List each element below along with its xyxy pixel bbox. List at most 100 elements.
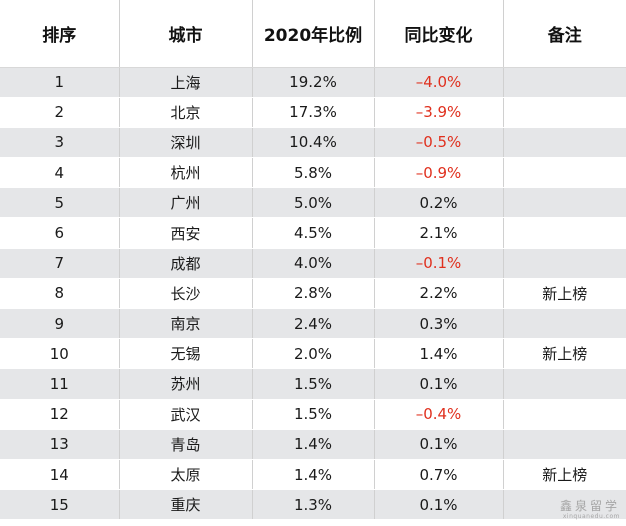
table-row: 8 长沙 2.8% 2.2% 新上榜 bbox=[0, 278, 626, 310]
cell-change: 0.3% bbox=[373, 308, 503, 340]
cell-city: 武汉 bbox=[118, 399, 252, 430]
cell-note: 新上榜 bbox=[502, 278, 626, 310]
cell-city: 重庆 bbox=[118, 489, 252, 521]
cell-rank: 12 bbox=[0, 399, 119, 430]
cell-note bbox=[502, 187, 626, 219]
cell-rank: 8 bbox=[0, 278, 119, 310]
cell-city: 无锡 bbox=[118, 338, 252, 370]
cell-change: 2.1% bbox=[373, 217, 503, 249]
cell-city: 深圳 bbox=[118, 127, 252, 159]
cell-change: –4.0% bbox=[373, 67, 503, 98]
cell-rank: 6 bbox=[0, 217, 119, 249]
cell-change: 1.4% bbox=[373, 338, 503, 370]
cell-note: 新上榜 bbox=[502, 338, 626, 370]
header-ratio-2020: 2020年比例 bbox=[251, 0, 374, 68]
table-row: 5 广州 5.0% 0.2% bbox=[0, 187, 626, 219]
cell-note bbox=[502, 97, 626, 128]
cell-ratio: 2.4% bbox=[251, 308, 374, 340]
cell-ratio: 5.8% bbox=[251, 157, 374, 189]
cell-city: 太原 bbox=[118, 459, 252, 491]
table-row: 11 苏州 1.5% 0.1% bbox=[0, 368, 626, 400]
header-yoy-change: 同比变化 bbox=[373, 0, 503, 68]
table-row: 12 武汉 1.5% –0.4% bbox=[0, 399, 626, 430]
cell-city: 南京 bbox=[118, 308, 252, 340]
table-row: 4 杭州 5.8% –0.9% bbox=[0, 157, 626, 189]
watermark-chinese: 鑫泉留学 bbox=[559, 499, 620, 513]
cell-note bbox=[502, 248, 626, 279]
cell-rank: 14 bbox=[0, 459, 119, 491]
table-row: 2 北京 17.3% –3.9% bbox=[0, 97, 626, 128]
cell-city: 广州 bbox=[118, 187, 252, 219]
watermark: 鑫泉留学 xinquanedu.com bbox=[516, 500, 620, 522]
cell-change: 0.1% bbox=[373, 489, 503, 521]
cell-rank: 15 bbox=[0, 489, 119, 521]
cell-change: –0.9% bbox=[373, 157, 503, 189]
cell-change: 0.2% bbox=[373, 187, 503, 219]
cell-note bbox=[502, 489, 626, 521]
cell-ratio: 1.3% bbox=[251, 489, 374, 521]
cell-note bbox=[502, 67, 626, 98]
cell-note bbox=[502, 429, 626, 460]
cell-note: 新上榜 bbox=[502, 459, 626, 491]
cell-note bbox=[502, 127, 626, 159]
cell-change: –3.9% bbox=[373, 97, 503, 128]
cell-rank: 3 bbox=[0, 127, 119, 159]
cell-change: 2.2% bbox=[373, 278, 503, 310]
cell-ratio: 5.0% bbox=[251, 187, 374, 219]
table-row: 3 深圳 10.4% –0.5% bbox=[0, 127, 626, 159]
cell-ratio: 10.4% bbox=[251, 127, 374, 159]
cell-ratio: 17.3% bbox=[251, 97, 374, 128]
cell-rank: 4 bbox=[0, 157, 119, 189]
header-rank: 排序 bbox=[0, 0, 119, 68]
table-row: 10 无锡 2.0% 1.4% 新上榜 bbox=[0, 338, 626, 370]
cell-note bbox=[502, 308, 626, 340]
cell-ratio: 2.8% bbox=[251, 278, 374, 310]
table-row: 1 上海 19.2% –4.0% bbox=[0, 67, 626, 98]
cell-city: 西安 bbox=[118, 217, 252, 249]
cell-city: 上海 bbox=[118, 67, 252, 98]
cell-rank: 5 bbox=[0, 187, 119, 219]
cell-note bbox=[502, 157, 626, 189]
cell-change: –0.5% bbox=[373, 127, 503, 159]
cell-ratio: 1.5% bbox=[251, 399, 374, 430]
cell-change: 0.1% bbox=[373, 368, 503, 400]
header-note: 备注 bbox=[502, 0, 626, 68]
cell-city: 长沙 bbox=[118, 278, 252, 310]
cell-ratio: 4.0% bbox=[251, 248, 374, 279]
cell-ratio: 1.4% bbox=[251, 459, 374, 491]
cell-note bbox=[502, 217, 626, 249]
cell-ratio: 19.2% bbox=[251, 67, 374, 98]
cell-rank: 11 bbox=[0, 368, 119, 400]
cell-change: –0.1% bbox=[373, 248, 503, 279]
table-body: 1 上海 19.2% –4.0% 2 北京 17.3% –3.9% 3 深圳 10.4% –0.5% 4… bbox=[0, 67, 626, 521]
header-row: 排序 城市 2020年比例 同比变化 备注 bbox=[0, 0, 626, 68]
cell-rank: 1 bbox=[0, 67, 119, 98]
cell-city: 北京 bbox=[118, 97, 252, 128]
watermark-url: xinquanedu.com bbox=[562, 513, 620, 520]
cell-ratio: 1.4% bbox=[251, 429, 374, 460]
table-row: 14 太原 1.4% 0.7% 新上榜 bbox=[0, 459, 626, 491]
cell-ratio: 2.0% bbox=[251, 338, 374, 370]
cell-ratio: 1.5% bbox=[251, 368, 374, 400]
cell-rank: 2 bbox=[0, 97, 119, 128]
cell-city: 苏州 bbox=[118, 368, 252, 400]
cell-rank: 13 bbox=[0, 429, 119, 460]
cell-city: 成都 bbox=[118, 248, 252, 279]
cell-city: 青岛 bbox=[118, 429, 252, 460]
cell-change: –0.4% bbox=[373, 399, 503, 430]
table-row: 6 西安 4.5% 2.1% bbox=[0, 217, 626, 249]
cell-city: 杭州 bbox=[118, 157, 252, 189]
table-header: 排序 城市 2020年比例 同比变化 备注 bbox=[0, 0, 626, 68]
table-row: 13 青岛 1.4% 0.1% bbox=[0, 429, 626, 460]
header-city: 城市 bbox=[118, 0, 252, 68]
cell-rank: 10 bbox=[0, 338, 119, 370]
table-row: 15 重庆 1.3% 0.1% bbox=[0, 489, 626, 521]
cell-note bbox=[502, 399, 626, 430]
cell-note bbox=[502, 368, 626, 400]
cell-change: 0.7% bbox=[373, 459, 503, 491]
cell-rank: 7 bbox=[0, 248, 119, 279]
cell-ratio: 4.5% bbox=[251, 217, 374, 249]
cell-rank: 9 bbox=[0, 308, 119, 340]
table-row: 9 南京 2.4% 0.3% bbox=[0, 308, 626, 340]
